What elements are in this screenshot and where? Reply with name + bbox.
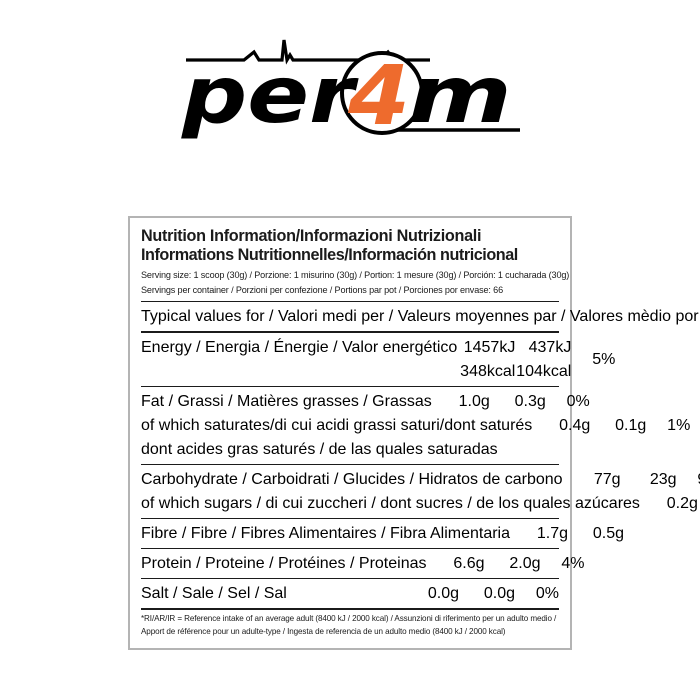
saturates-ri-percent: 1%	[667, 416, 691, 434]
table-row-fat-group: Fat / Grassi / Matières grasses / Grassa…	[141, 386, 690, 464]
table-row-fibre: Fibre / Fibre / Fibres Alimentaires / Fi…	[141, 518, 624, 548]
table-row-salt: Salt / Sale / Sel / Sal 0.0g 0.0g 0%	[141, 578, 559, 611]
saturates-label: of which saturates/di cui acidi grassi s…	[141, 416, 533, 434]
reference-intake-footnote: *RI/AR/IR = Reference intake of an avera…	[141, 614, 557, 636]
logo-text-4: 4	[347, 49, 410, 144]
energy-100g-kj: 1457kJ	[463, 338, 516, 356]
saturates-100g: 0.4g	[559, 416, 591, 434]
protein-100g: 6.6g	[453, 554, 485, 572]
fat-ri-percent: 0%	[566, 392, 590, 410]
carbohydrate-30g: 23g	[649, 470, 677, 488]
energy-label: Energy / Energia / Énergie / Valor energ…	[141, 338, 458, 356]
serving-size-text: Serving size: 1 scoop (30g) / Porzione: …	[141, 269, 570, 280]
fat-100g: 1.0g	[458, 392, 490, 410]
fat-30g: 0.3g	[514, 392, 546, 410]
table-row-carbohydrate-group: Carbohydrate / Carboidrati / Glucides / …	[141, 464, 700, 518]
protein-30g: 2.0g	[509, 554, 541, 572]
panel-title-line-1: Nutrition Information/Informazioni Nutri…	[141, 227, 482, 245]
energy-30g-kj: 437kJ	[528, 338, 572, 356]
panel-title-line-2: Informations Nutritionnelles/Información…	[141, 245, 518, 264]
carbohydrate-label: Carbohydrate / Carboidrati / Glucides / …	[141, 470, 563, 488]
nutrition-information-panel: Nutrition Information/Informazioni Nutri…	[128, 216, 700, 651]
fat-label: Fat / Grassi / Matières grasses / Grassa…	[141, 392, 432, 410]
energy-30g-kcal: 104kcal	[516, 362, 572, 380]
carbohydrate-100g: 77g	[593, 470, 621, 488]
table-row-energy: Energy / Energia / Énergie / Valor energ…	[141, 331, 615, 386]
energy-100g-kcal: 348kcal	[460, 362, 516, 380]
saturates-label-continued: dont acides gras saturés / de las quales…	[141, 440, 498, 458]
servings-per-container-text: Servings per container / Porzioni per co…	[141, 284, 503, 295]
energy-ri-percent: 5%	[592, 350, 616, 368]
salt-label: Salt / Sale / Sel / Sal	[141, 584, 287, 602]
fibre-30g: 0.5g	[592, 524, 625, 542]
salt-30g: 0.0g	[483, 584, 515, 602]
table-row-protein: Protein / Proteine / Protéines / Protein…	[141, 548, 584, 578]
sugars-label: of which sugars / di cui zuccheri / dont…	[141, 494, 640, 512]
salt-ri-percent: 0%	[535, 584, 559, 602]
sugars-100g: 0.2g	[666, 494, 698, 512]
per4m-logo-icon: per 4 m	[181, 39, 520, 144]
salt-100g: 0.0g	[427, 584, 459, 602]
carbohydrate-ri-percent: 9%	[677, 468, 700, 492]
logo-text-per: per	[181, 51, 359, 141]
panel-title: Nutrition Information/Informazioni Nutri…	[141, 227, 559, 265]
table-header-row: Typical values for / Valori medi per / V…	[141, 301, 700, 331]
fibre-label: Fibre / Fibre / Fibres Alimentaires / Fi…	[141, 524, 511, 542]
protein-ri-percent: 4%	[561, 554, 585, 572]
brand-logo: per 4 m	[180, 38, 525, 150]
logo-text-m: m	[408, 51, 512, 141]
saturates-30g: 0.1g	[615, 416, 647, 434]
table-header-label: Typical values for / Valori medi per / V…	[141, 307, 700, 325]
fibre-100g: 1.7g	[536, 524, 569, 542]
protein-label: Protein / Proteine / Protéines / Protein…	[141, 554, 427, 572]
